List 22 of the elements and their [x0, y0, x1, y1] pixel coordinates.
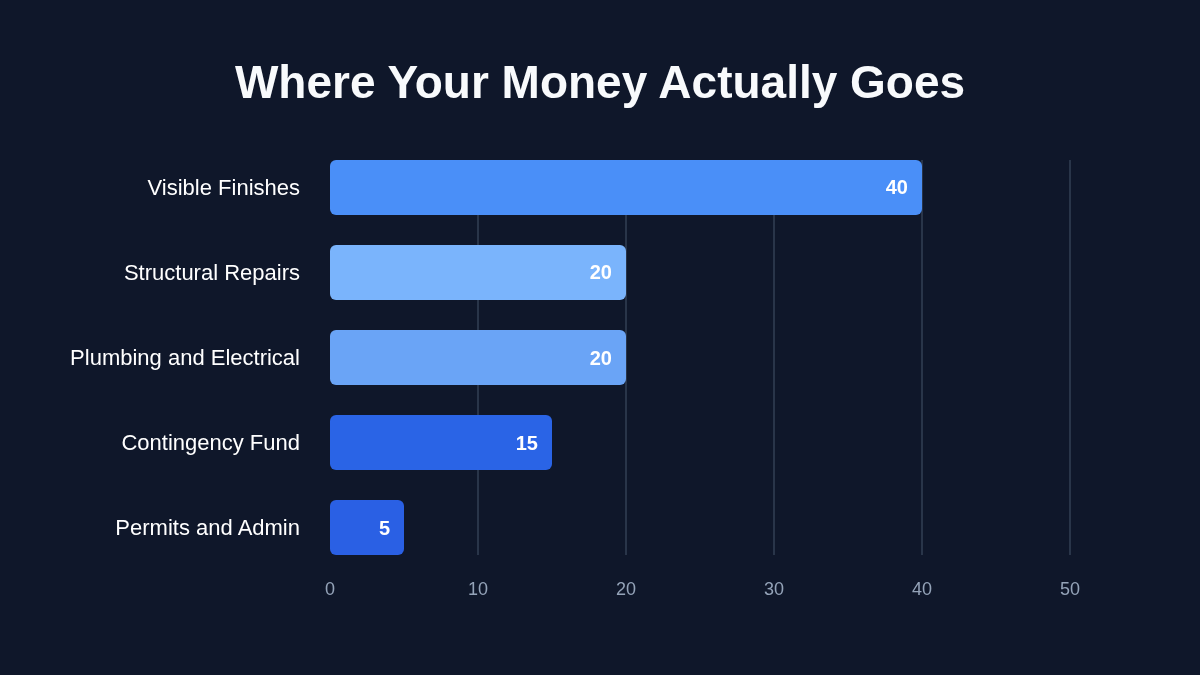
y-tick-label: Structural Repairs: [123, 260, 300, 286]
bar: [330, 500, 404, 555]
x-tick-label: 20: [615, 579, 637, 599]
y-tick-label: Permits and Admin: [115, 515, 300, 541]
chart-title: Where Your Money Actually Goes: [234, 56, 966, 108]
y-tick-label: Contingency Fund: [121, 430, 300, 456]
data-label: 40: [885, 176, 908, 199]
data-label: 20: [589, 261, 612, 284]
bar: [330, 415, 552, 470]
data-label: 20: [589, 346, 612, 369]
data-label: 15: [515, 431, 538, 454]
x-tick-label: 50: [1059, 579, 1081, 599]
x-tick-label: 0: [324, 579, 336, 599]
bar: [330, 330, 626, 385]
y-tick-label: Plumbing and Electrical: [70, 345, 300, 371]
x-tick-label: 10: [467, 579, 489, 599]
y-tick-label: Visible Finishes: [147, 175, 300, 201]
x-tick-label: 40: [911, 579, 933, 599]
bar: [330, 245, 626, 300]
x-tick-label: 30: [763, 579, 785, 599]
bar: [330, 160, 922, 215]
data-label: 5: [378, 516, 390, 539]
